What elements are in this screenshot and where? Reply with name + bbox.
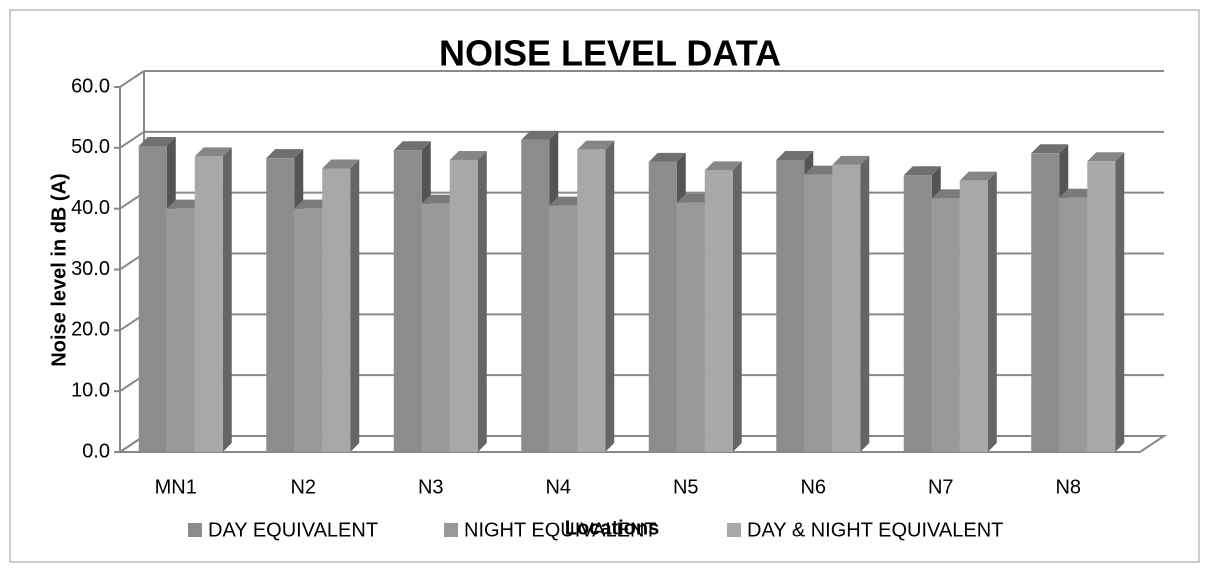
bar-top	[903, 166, 941, 176]
bar	[931, 198, 960, 452]
bar-side	[350, 159, 360, 452]
bar	[704, 170, 733, 452]
legend-label: DAY EQUIVALENT	[208, 519, 378, 541]
bar-top	[1087, 152, 1125, 162]
bar	[832, 164, 861, 452]
bar-side	[222, 147, 232, 452]
legend-swatch	[188, 523, 202, 537]
bar	[294, 208, 323, 452]
bar-top	[449, 151, 487, 160]
bar-top	[577, 140, 615, 150]
legend-label: DAY & NIGHT EQUIVALENT	[747, 519, 1003, 541]
bar	[648, 161, 677, 452]
chart-title: NOISE LEVEL DATA	[439, 33, 781, 74]
bar	[138, 146, 167, 452]
bar	[804, 174, 833, 452]
bar-side	[987, 171, 997, 452]
bar-group	[704, 161, 742, 452]
bar-top	[832, 155, 870, 165]
bar-top	[549, 196, 587, 206]
bar-top	[804, 165, 842, 175]
bar-side	[605, 140, 615, 453]
bar-top	[294, 199, 332, 209]
bar-top	[194, 147, 232, 157]
y-tick-label: 20.0	[71, 319, 110, 341]
bar	[1059, 197, 1088, 452]
bar-top	[776, 151, 814, 160]
x-tick-label: N2	[290, 476, 316, 498]
bar	[449, 160, 478, 452]
bar-group	[194, 147, 232, 452]
bar-group	[322, 159, 360, 452]
legend-swatch	[727, 523, 741, 537]
bar-top	[138, 137, 176, 147]
bar	[776, 160, 805, 452]
bar	[322, 168, 351, 452]
bar-top	[676, 193, 714, 203]
x-tick-label: N8	[1055, 476, 1081, 498]
x-tick-label: N6	[800, 476, 826, 498]
bar-top	[266, 149, 304, 159]
grid-line-side	[119, 70, 145, 88]
bar-top	[931, 189, 969, 199]
x-tick-label: N4	[545, 476, 571, 498]
x-tick-label: N3	[418, 476, 444, 498]
bar	[1031, 153, 1060, 452]
bar-side	[860, 155, 870, 452]
y-tick-label: 30.0	[71, 258, 110, 280]
bar-group	[959, 171, 997, 452]
bar	[393, 150, 422, 452]
bar	[577, 149, 606, 453]
legend-swatch	[444, 523, 458, 537]
bar-group	[449, 151, 487, 452]
bar	[676, 202, 705, 452]
bar	[903, 175, 932, 453]
x-tick-label: N5	[673, 476, 699, 498]
bar-top	[1059, 188, 1097, 198]
y-tick-label: 50.0	[71, 136, 110, 158]
y-tick-label: 0.0	[82, 440, 110, 462]
bar-top	[322, 159, 360, 169]
bar-side	[1115, 152, 1125, 452]
y-tick-label: 10.0	[71, 379, 110, 401]
bar-group	[832, 155, 870, 452]
bar-top	[166, 199, 204, 209]
bar	[194, 156, 223, 452]
bar-top	[959, 171, 997, 181]
bar-top	[648, 152, 686, 162]
bar	[959, 180, 988, 452]
y-axis-label: Noise level in dB (A)	[48, 173, 70, 366]
bar-top	[421, 194, 459, 204]
bar-group	[577, 140, 615, 453]
x-tick-label: MN1	[155, 476, 197, 498]
y-tick-label: 40.0	[71, 197, 110, 219]
x-axis-label: Locations	[565, 517, 659, 539]
bar	[521, 139, 550, 453]
bar-top	[1031, 144, 1069, 154]
y-tick-label: 60.0	[71, 75, 110, 97]
bar	[421, 203, 450, 452]
bar	[166, 208, 195, 452]
bar	[266, 158, 295, 453]
bar-group	[1087, 152, 1125, 452]
bar-side	[477, 151, 487, 452]
bar-top	[521, 130, 559, 140]
legend-label: NIGHT EQUIVALENT	[464, 519, 657, 541]
plot-area	[116, 70, 1168, 453]
bar-top	[393, 141, 431, 151]
bar-top	[704, 161, 742, 171]
bar	[549, 205, 578, 452]
x-tick-label: N7	[928, 476, 954, 498]
grid-line-side	[119, 131, 145, 149]
bar	[1087, 161, 1116, 452]
bar-side	[732, 161, 742, 452]
